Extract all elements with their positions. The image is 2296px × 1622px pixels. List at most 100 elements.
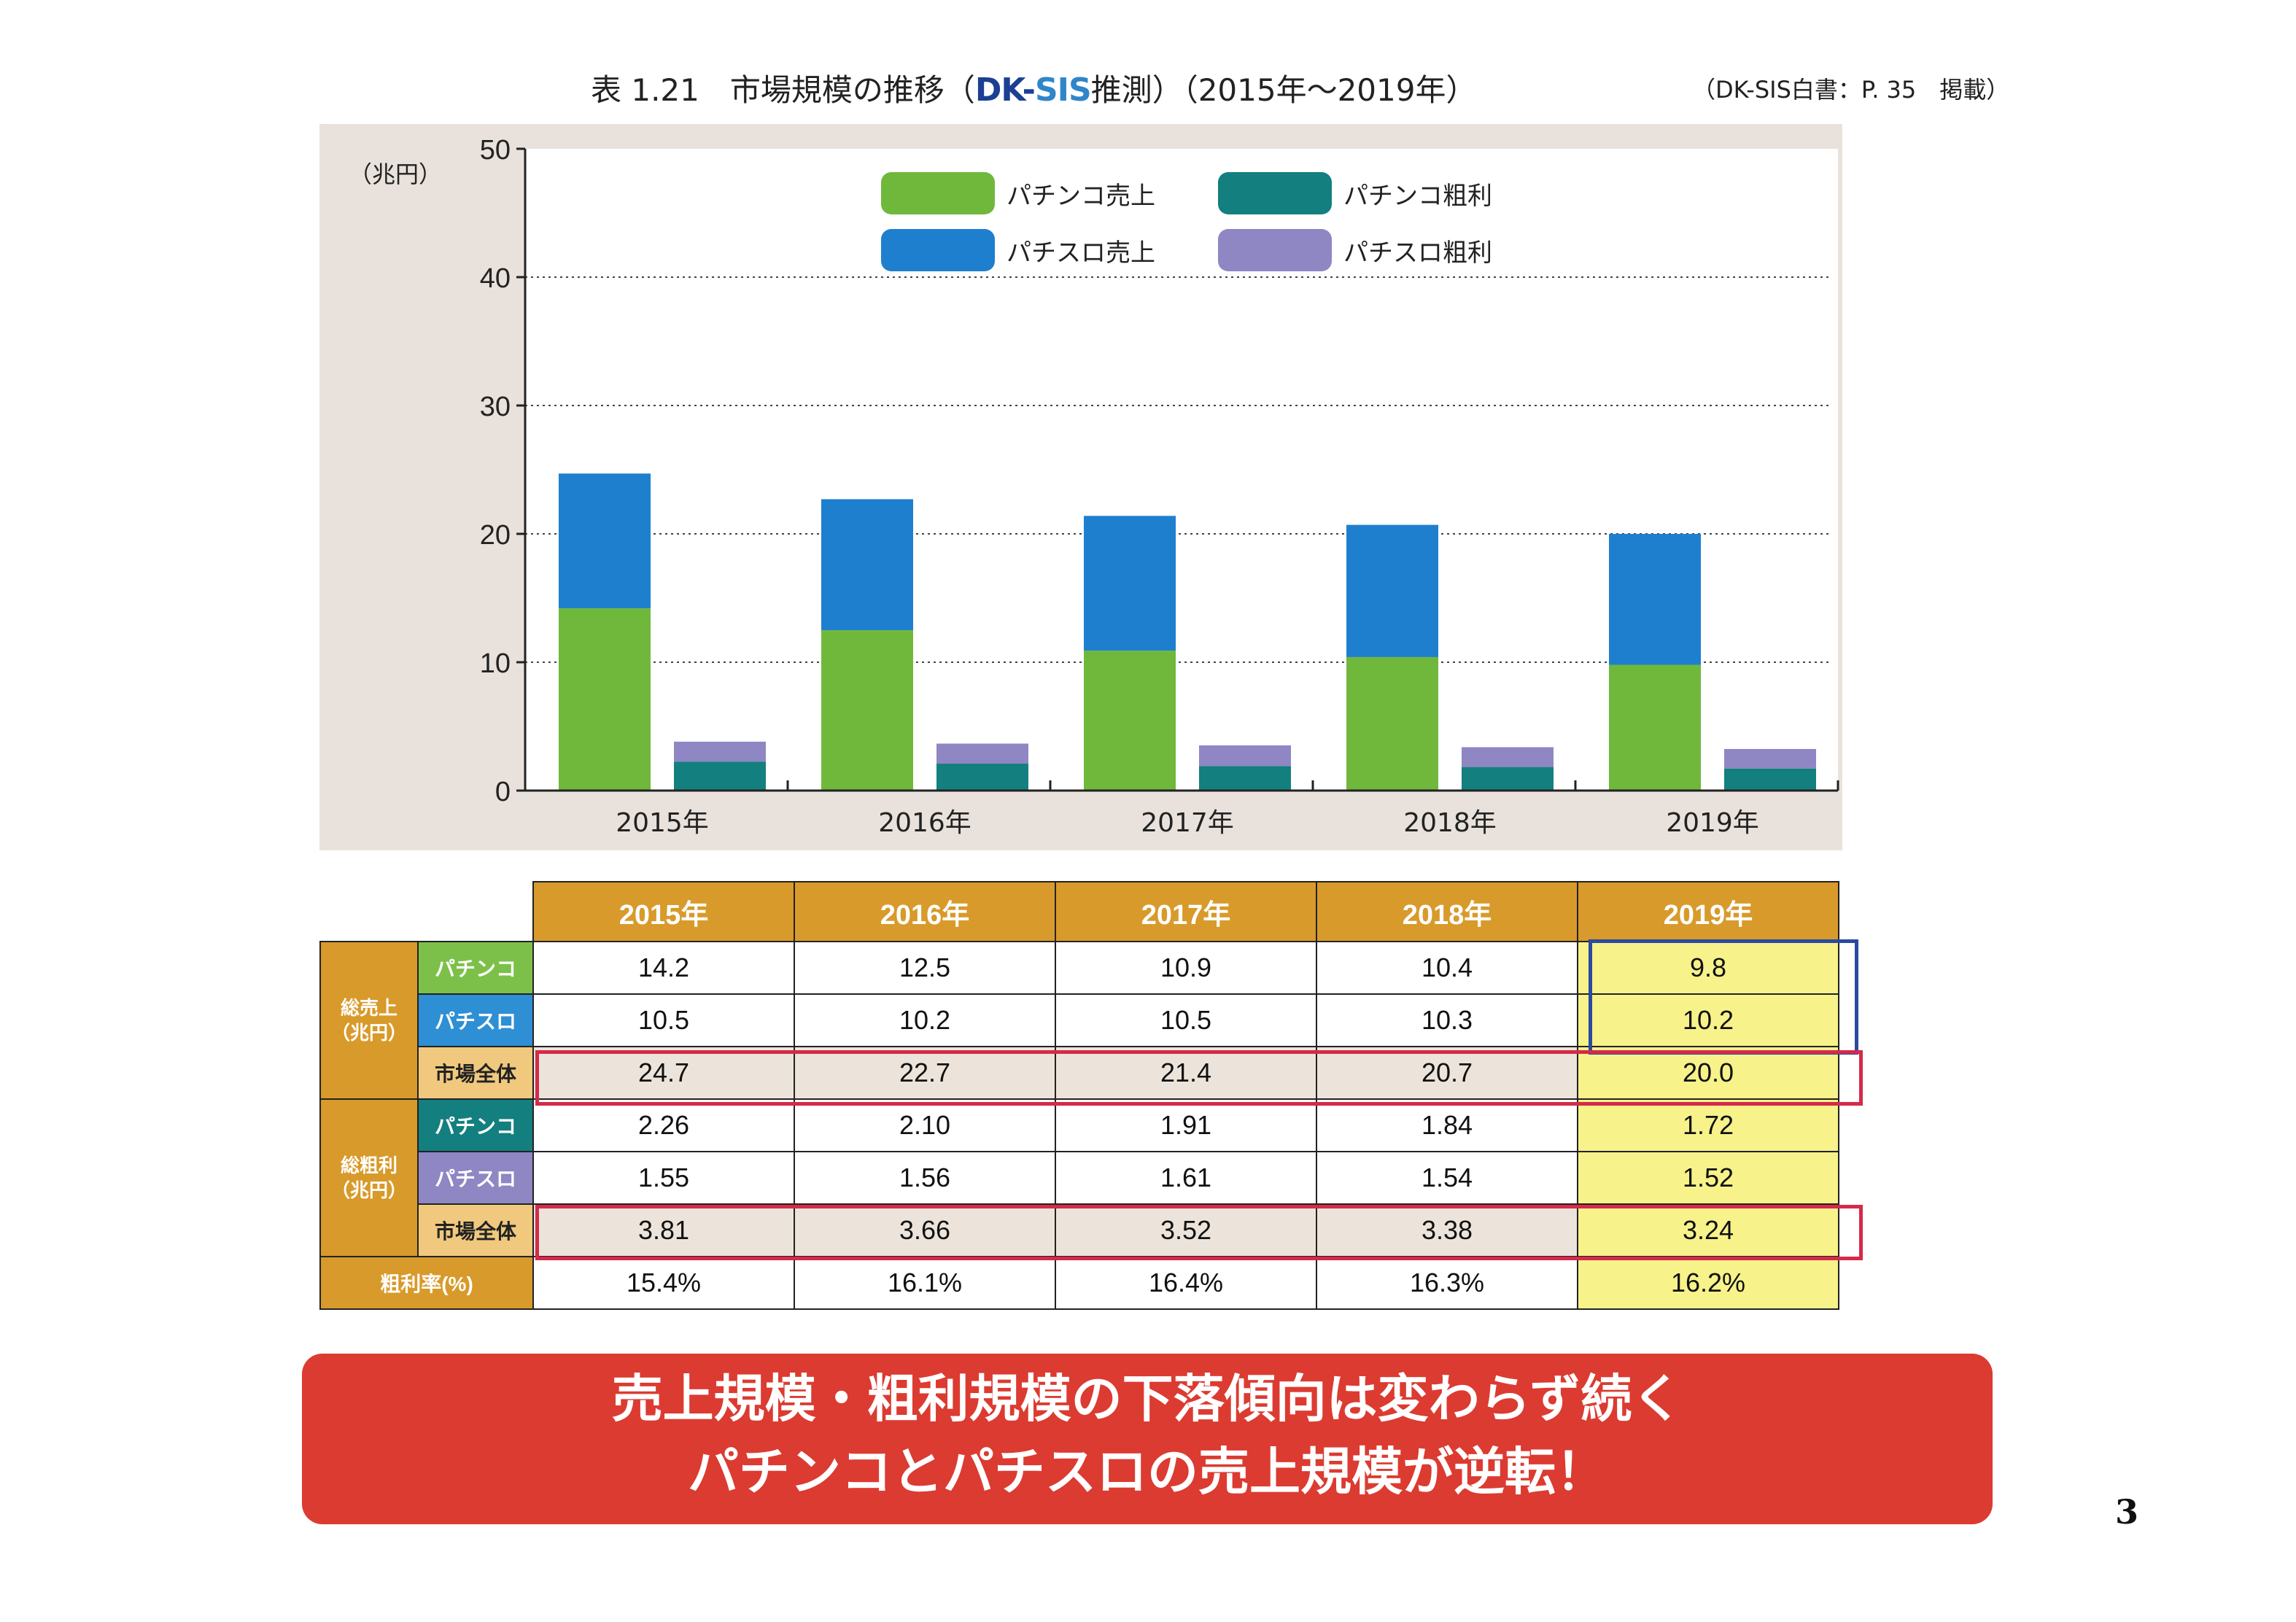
cell-profit-pachislo-2015: 1.55	[532, 1151, 795, 1205]
row-label-margin: 粗利率(%)	[319, 1256, 534, 1310]
chart-title: 表 1.21 市場規模の推移（DK-SIS推測）（2015年～2019年）	[591, 66, 1476, 110]
row-label-sales-market: 市場全体	[417, 1046, 534, 1100]
table-corner	[320, 882, 533, 942]
cell-profit-pachislo-2019: 1.52	[1577, 1151, 1839, 1205]
cell-margin-2018: 16.3%	[1316, 1256, 1578, 1310]
bar-profit-0-0	[674, 761, 766, 791]
cell-profit-pachinko-2016: 2.10	[794, 1098, 1056, 1152]
legend-label-1: パチスロ売上	[1007, 238, 1155, 268]
cell-sales-market-2019: 20.0	[1577, 1046, 1839, 1100]
cell-profit-market-2018: 3.38	[1316, 1203, 1578, 1257]
cell-profit-pachinko-2017: 1.91	[1055, 1098, 1317, 1152]
cell-margin-2016: 16.1%	[794, 1256, 1056, 1310]
bar-sales-0-3	[1346, 656, 1438, 791]
bar-profit-1-2	[1199, 745, 1291, 767]
sales-group-label: 総売上 （兆円）	[319, 941, 419, 1100]
title-prefix: 表 1.21 市場規模の推移（	[591, 72, 975, 108]
row-label-sales-pachislo: パチスロ	[417, 993, 534, 1047]
cell-sales-pachinko-2019: 9.8	[1577, 941, 1839, 995]
bar-sales-1-1	[821, 499, 913, 630]
cell-margin-2019: 16.2%	[1577, 1256, 1839, 1310]
data-table: 2015年 2016年 2017年 2018年 2019年 総売上 （兆円） パ…	[319, 881, 1839, 1310]
bar-sales-0-4	[1609, 664, 1701, 791]
table-row: パチスロ 1.55 1.56 1.61 1.54 1.52	[320, 1151, 1839, 1205]
row-label-profit-pachislo: パチスロ	[417, 1151, 534, 1205]
x-tick-label-3: 2018年	[1403, 808, 1497, 838]
col-year-2015: 2015年	[532, 881, 795, 942]
x-tick-label-2: 2017年	[1141, 808, 1234, 838]
bar-profit-1-4	[1724, 748, 1816, 769]
bar-profit-0-3	[1462, 767, 1554, 791]
page-number: 3	[2115, 1492, 2139, 1532]
legend-label-2: パチンコ粗利	[1343, 182, 1492, 211]
bar-profit-1-3	[1462, 747, 1554, 767]
legend-swatch-3	[1218, 229, 1332, 271]
banner-line-1: 売上規模・粗利規模の下落傾向は変わらず続く	[611, 1369, 1683, 1429]
table-row: 市場全体 3.81 3.66 3.52 3.38 3.24	[320, 1203, 1839, 1257]
dk-sis-logo: DK-SIS	[974, 71, 1092, 109]
legend-swatch-0	[881, 172, 995, 214]
cell-sales-market-2015: 24.7	[532, 1046, 795, 1100]
cell-profit-market-2015: 3.81	[532, 1203, 795, 1257]
cell-sales-pachislo-2019: 10.2	[1577, 993, 1839, 1047]
legend-label-0: パチンコ売上	[1007, 182, 1155, 211]
cell-sales-pachislo-2018: 10.3	[1316, 993, 1578, 1047]
bar-sales-1-3	[1346, 524, 1438, 657]
cell-sales-pachinko-2016: 12.5	[794, 941, 1056, 995]
bar-profit-1-1	[936, 743, 1028, 764]
legend-label-3: パチスロ粗利	[1343, 238, 1492, 268]
logo-dk: DK-	[974, 71, 1036, 109]
banner-line-2: パチンコとパチスロの売上規模が逆転！	[688, 1442, 1607, 1502]
y-tick-label-40: 40	[480, 263, 511, 294]
sales-group-text: 総売上 （兆円）	[330, 997, 407, 1044]
conclusion-banner: 売上規模・粗利規模の下落傾向は変わらず続く パチンコとパチスロの売上規模が逆転！	[302, 1354, 1993, 1524]
y-tick-label-20: 20	[480, 520, 511, 551]
bar-sales-1-2	[1084, 516, 1176, 651]
row-label-sales-pachinko: パチンコ	[417, 941, 534, 995]
y-tick-label-30: 30	[480, 392, 511, 422]
table-row: パチスロ 10.5 10.2 10.5 10.3 10.2	[320, 993, 1839, 1047]
cell-sales-pachislo-2016: 10.2	[794, 993, 1056, 1047]
y-tick-label-50: 50	[480, 135, 511, 166]
logo-sis: SIS	[1034, 71, 1092, 109]
cell-sales-market-2018: 20.7	[1316, 1046, 1578, 1100]
bar-sales-1-4	[1609, 534, 1701, 665]
table-header-row: 2015年 2016年 2017年 2018年 2019年	[320, 881, 1839, 942]
cell-profit-market-2017: 3.52	[1055, 1203, 1317, 1257]
chart-panel: 0 10 20 30 40 50 （兆円） 2015年 2016年 2017年 2018年 2019年…	[319, 124, 1842, 850]
profit-group-text: 総粗利 （兆円）	[330, 1155, 407, 1201]
cell-profit-pachinko-2015: 2.26	[532, 1098, 795, 1152]
bar-profit-0-2	[1199, 766, 1291, 791]
table-row: 粗利率(%) 15.4% 16.1% 16.4% 16.3% 16.2%	[319, 1256, 1839, 1310]
cell-margin-2015: 15.4%	[532, 1256, 795, 1310]
table-row: 市場全体 24.7 22.7 21.4 20.7 20.0	[320, 1046, 1839, 1100]
table-row: 総売上 （兆円） パチンコ 14.2 12.5 10.9 10.4 9.8	[319, 941, 1839, 1100]
x-tick-label-1: 2016年	[878, 808, 971, 838]
y-tick-label-0: 0	[495, 777, 511, 807]
legend-swatch-1	[881, 229, 995, 271]
x-tick-label-0: 2015年	[616, 808, 709, 838]
cell-sales-market-2016: 22.7	[794, 1046, 1056, 1100]
col-year-2019: 2019年	[1577, 881, 1839, 942]
col-year-2018: 2018年	[1316, 881, 1578, 942]
bar-sales-1-0	[559, 473, 651, 609]
bar-profit-1-0	[674, 741, 766, 762]
cell-profit-pachislo-2018: 1.54	[1316, 1151, 1578, 1205]
row-label-profit-market: 市場全体	[417, 1203, 534, 1257]
stacked-bar-chart: 0 10 20 30 40 50 （兆円） 2015年 2016年 2017年 2018年 2019年…	[349, 135, 1839, 838]
x-tick-label-4: 2019年	[1666, 808, 1759, 838]
table-row: 総粗利 （兆円） パチンコ 2.26 2.10 1.91 1.84 1.72	[319, 1098, 1839, 1257]
cell-sales-pachislo-2017: 10.5	[1055, 993, 1317, 1047]
col-year-2017: 2017年	[1055, 881, 1317, 942]
source-note: （DK-SIS白書：P. 35 掲載）	[1692, 76, 2010, 104]
cell-profit-pachislo-2016: 1.56	[794, 1151, 1056, 1205]
bar-sales-0-0	[559, 608, 651, 791]
profit-group-label: 総粗利 （兆円）	[319, 1098, 419, 1257]
cell-profit-pachinko-2019: 1.72	[1577, 1098, 1839, 1152]
cell-margin-2017: 16.4%	[1055, 1256, 1317, 1310]
cell-sales-market-2017: 21.4	[1055, 1046, 1317, 1100]
row-label-profit-pachinko: パチンコ	[417, 1098, 534, 1152]
cell-sales-pachislo-2015: 10.5	[532, 993, 795, 1047]
y-axis-label: （兆円）	[349, 160, 442, 188]
cell-profit-pachinko-2018: 1.84	[1316, 1098, 1578, 1152]
